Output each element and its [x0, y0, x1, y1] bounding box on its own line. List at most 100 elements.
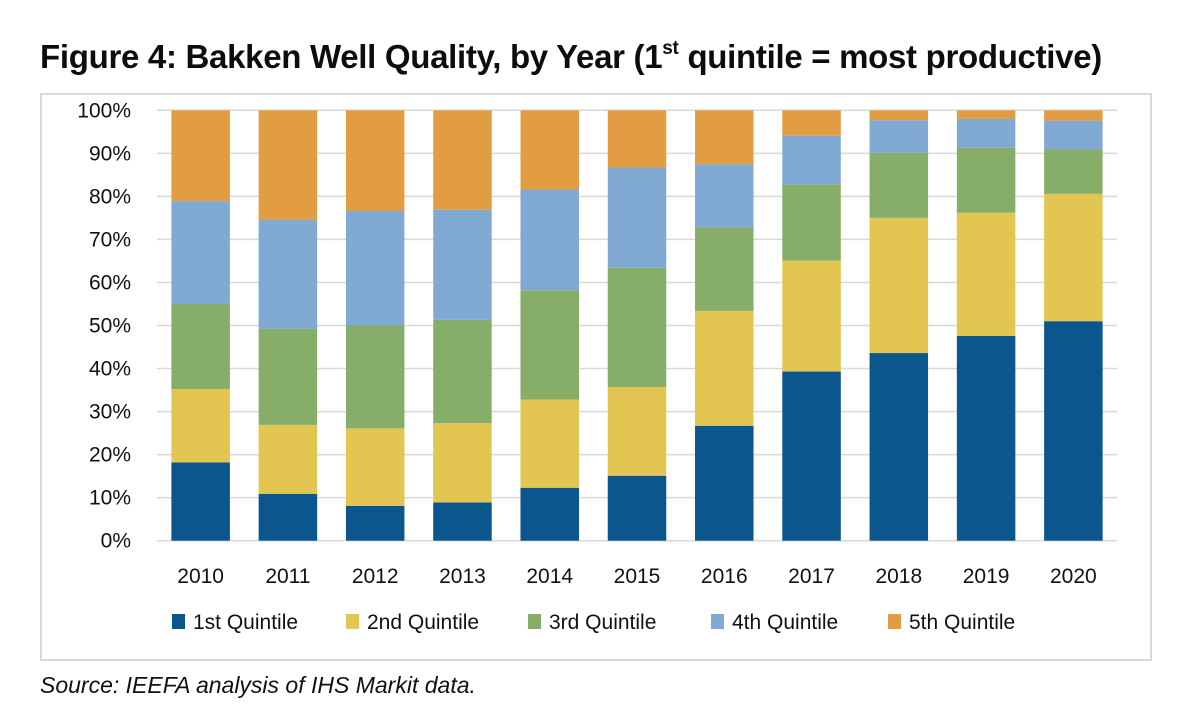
bar-segment-1-2014: [520, 487, 579, 541]
bar-stack-2012: [345, 110, 405, 541]
bar-segment-2-2015: [607, 387, 667, 476]
bar-segment-4-2018: [869, 120, 929, 153]
bar-segment-2-2010: [171, 389, 230, 463]
y-tick-label: 0%: [101, 530, 131, 553]
y-tick-label: 20%: [89, 444, 131, 467]
bar-segment-3-2013: [433, 319, 492, 424]
bar-segment-2-2012: [345, 428, 405, 506]
bar-stack-2018: [869, 110, 929, 541]
bar-segment-2-2018: [869, 217, 929, 354]
bar-segment-4-2016: [695, 164, 754, 228]
bar-segment-5-2020: [1044, 110, 1103, 121]
x-tick-label: 2017: [788, 565, 835, 588]
legend-swatch: [888, 614, 901, 629]
legend-swatch: [528, 614, 541, 629]
y-tick-label: 90%: [89, 142, 131, 165]
bar-segment-1-2012: [345, 505, 405, 541]
legend: 1st Quintile 2nd Quintile 3rd Quintile 4th …: [172, 611, 1015, 634]
bar-segment-4-2013: [433, 209, 492, 320]
figure-title: Figure 4: Bakken Well Quality, by Year (…: [40, 38, 1102, 76]
bar-segment-5-2015: [607, 110, 667, 168]
bar-segment-1-2013: [433, 502, 492, 541]
bar-stack-2014: [520, 110, 579, 541]
y-tick-label: 70%: [89, 228, 131, 251]
bar-segment-3-2015: [607, 267, 667, 388]
bar-segment-4-2012: [345, 211, 405, 326]
bar-segment-4-2011: [258, 219, 318, 329]
legend-item: 5th Quintile: [888, 611, 1015, 634]
bar-segment-5-2018: [869, 110, 929, 121]
x-tick-label: 2019: [963, 565, 1010, 588]
legend-label: 4th Quintile: [732, 611, 838, 634]
bar-segment-1-2016: [695, 425, 754, 541]
bar-segment-4-2015: [607, 167, 667, 268]
bar-segment-3-2010: [171, 303, 230, 390]
bar-segment-1-2015: [607, 475, 667, 541]
bar-stack-2015: [607, 110, 667, 541]
bar-segment-3-2012: [345, 325, 405, 429]
bar-segment-1-2018: [869, 353, 929, 541]
bar-segment-3-2019: [956, 147, 1016, 213]
bar-segment-2-2019: [956, 212, 1016, 336]
bar-segment-5-2017: [782, 110, 841, 136]
bar-segment-2-2011: [258, 424, 318, 494]
source-note: Source: IEEFA analysis of IHS Markit dat…: [40, 672, 476, 698]
legend-item: 1st Quintile: [172, 611, 298, 634]
bar-segment-3-2017: [782, 184, 841, 261]
bar-stack-2019: [956, 110, 1016, 541]
y-axis-tick-labels: 0% 10% 20% 30% 40% 50% 60% 70% 80% 90% 100%: [77, 99, 131, 552]
x-tick-label: 2018: [875, 565, 922, 588]
bar-segment-1-2019: [956, 335, 1016, 541]
bar-segment-3-2011: [258, 328, 318, 425]
bar-segment-4-2019: [956, 118, 1016, 148]
y-tick-label: 50%: [89, 315, 131, 338]
bar-stack-2011: [258, 110, 318, 541]
bar-segment-2-2020: [1044, 193, 1103, 322]
bar-segment-5-2013: [433, 110, 492, 210]
legend-item: 2nd Quintile: [346, 611, 479, 634]
x-tick-label: 2011: [265, 565, 310, 588]
x-tick-label: 2012: [352, 565, 399, 588]
bar-segment-2-2014: [520, 399, 579, 488]
bar-stack-2013: [433, 110, 492, 541]
bar-segment-4-2010: [171, 201, 230, 304]
title-text: Figure 4: Bakken Well Quality, by Year (…: [40, 38, 663, 75]
bar-segment-5-2016: [695, 110, 754, 165]
x-tick-label: 2015: [614, 565, 661, 588]
bar-stack-2017: [782, 110, 841, 541]
y-tick-label: 80%: [89, 185, 131, 208]
bar-segment-4-2014: [520, 189, 579, 291]
legend-item: 3rd Quintile: [528, 611, 656, 634]
y-tick-label: 40%: [89, 358, 131, 381]
y-tick-label: 100%: [77, 99, 131, 122]
bar-segment-5-2011: [258, 110, 318, 220]
bar-segment-2-2016: [695, 310, 754, 426]
bar-segment-5-2014: [520, 110, 579, 190]
bars: [171, 110, 1103, 541]
bar-segment-3-2014: [520, 290, 579, 400]
title-text-suffix: quintile = most productive): [678, 38, 1102, 75]
legend-label: 2nd Quintile: [367, 611, 479, 634]
x-axis-tick-labels: 2010 2011 2012 2013 2014 2015 2016 2017 2018 2019…: [177, 565, 1096, 588]
bar-segment-5-2012: [345, 110, 405, 212]
title-superscript: st: [662, 38, 679, 59]
bar-segment-2-2013: [433, 423, 492, 503]
x-tick-label: 2013: [439, 565, 486, 588]
legend-swatch: [711, 614, 724, 629]
bar-segment-3-2020: [1044, 149, 1103, 194]
legend-swatch: [172, 614, 185, 629]
x-tick-label: 2010: [177, 565, 224, 588]
y-tick-label: 10%: [89, 487, 131, 510]
bar-segment-5-2019: [956, 110, 1016, 119]
bar-segment-1-2010: [171, 462, 230, 541]
bar-segment-2-2017: [782, 260, 841, 372]
bar-segment-1-2020: [1044, 321, 1103, 541]
legend-label: 5th Quintile: [909, 611, 1015, 634]
bar-segment-3-2016: [695, 227, 754, 311]
legend-item: 4th Quintile: [711, 611, 838, 634]
x-tick-label: 2016: [701, 565, 748, 588]
legend-swatch: [346, 614, 359, 629]
bar-segment-1-2011: [258, 493, 318, 541]
bar-segment-4-2017: [782, 135, 841, 185]
